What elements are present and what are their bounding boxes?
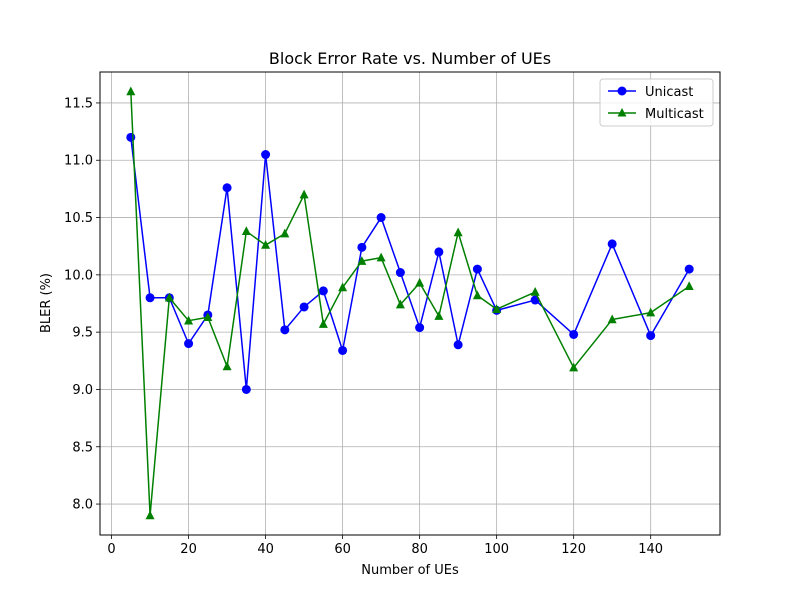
ticks: 0 20 40 60 80 100 120 140 8.0 8.5 9.0 9.5 10.0 10.5 11… [64,96,663,557]
unicast-data-point [395,268,405,278]
y-tick-label: 10.5 [64,211,93,226]
x-tick-label: 80 [411,542,428,557]
multicast-data-point [472,290,482,300]
multicast-data-point [338,282,348,292]
y-tick-label: 9.0 [72,383,93,398]
multicast-data-point [415,277,425,287]
unicast-data-point [241,384,251,394]
unicast-data-point [607,239,617,249]
x-tick-label: 60 [334,542,351,557]
unicast-data-point [453,340,463,350]
unicast-data-point [338,345,348,355]
multicast-data-point [607,314,617,324]
y-axis-label: BLER (%) [39,273,54,333]
x-tick-label: 40 [257,542,274,557]
multicast-data-point [280,228,290,238]
y-tick-label: 11.5 [64,96,93,111]
x-tick-label: 140 [638,542,663,557]
unicast-data-point [184,339,194,349]
unicast-data-point [357,242,367,252]
multicast-data-point [164,292,174,302]
x-tick-label: 20 [180,542,197,557]
x-tick-label: 100 [484,542,509,557]
x-axis-label: Number of UEs [361,563,459,578]
multicast-data-point [299,189,309,199]
y-tick-label: 8.5 [72,440,93,455]
multicast-data-point [434,311,444,320]
legend-unicast-label: Unicast [645,85,693,100]
x-tick-label: 120 [561,542,586,557]
legend-multicast-marker [617,108,627,117]
multicast-data-point [184,315,194,325]
multicast-data-point [453,227,463,237]
multicast-data-point [261,240,271,249]
multicast-data-point [126,86,136,96]
multicast-data-point [492,304,502,313]
unicast-data-point [299,302,309,312]
multicast-data-point [684,281,694,291]
unicast-data-point [569,329,579,339]
multicast-data-point [145,510,155,520]
unicast-data-point [415,323,425,333]
unicast-data-point [646,331,656,341]
y-tick-label: 8.0 [72,498,93,513]
unicast-data-point [145,293,155,303]
unicast-data-point [376,213,386,223]
multicast-data-point [376,252,386,262]
unicast-data-point [684,264,694,274]
unicast-data-point [434,247,444,257]
unicast-data-point [472,264,482,274]
unicast-data-point [126,132,136,142]
y-tick-label: 10.0 [64,268,93,283]
plot-frame [99,71,721,536]
multicast-data-point [241,226,251,236]
multicast-data-point [222,361,232,371]
legend-unicast-marker [617,86,627,96]
multicast-data-point [530,287,540,296]
multicast-data-point [318,319,328,328]
y-tick-label: 11.0 [64,154,93,169]
legend: Unicast Multicast [599,78,714,127]
unicast-data-point [261,150,271,160]
chart-title: Block Error Rate vs. Number of UEs [269,49,551,68]
multicast-data-point [646,307,656,317]
multicast-data-point [357,256,367,265]
unicast-data-point [222,183,232,193]
multicast-data-point [203,312,213,321]
y-tick-label: 9.5 [72,326,93,341]
legend-multicast-label: Multicast [645,107,704,122]
unicast-data-point [318,286,328,296]
multicast-data-point [395,299,405,309]
series-layer [126,86,694,520]
x-tick-label: 0 [107,542,115,557]
unicast-data-point [280,325,290,335]
multicast-data-point [569,362,579,372]
grid [100,72,720,535]
